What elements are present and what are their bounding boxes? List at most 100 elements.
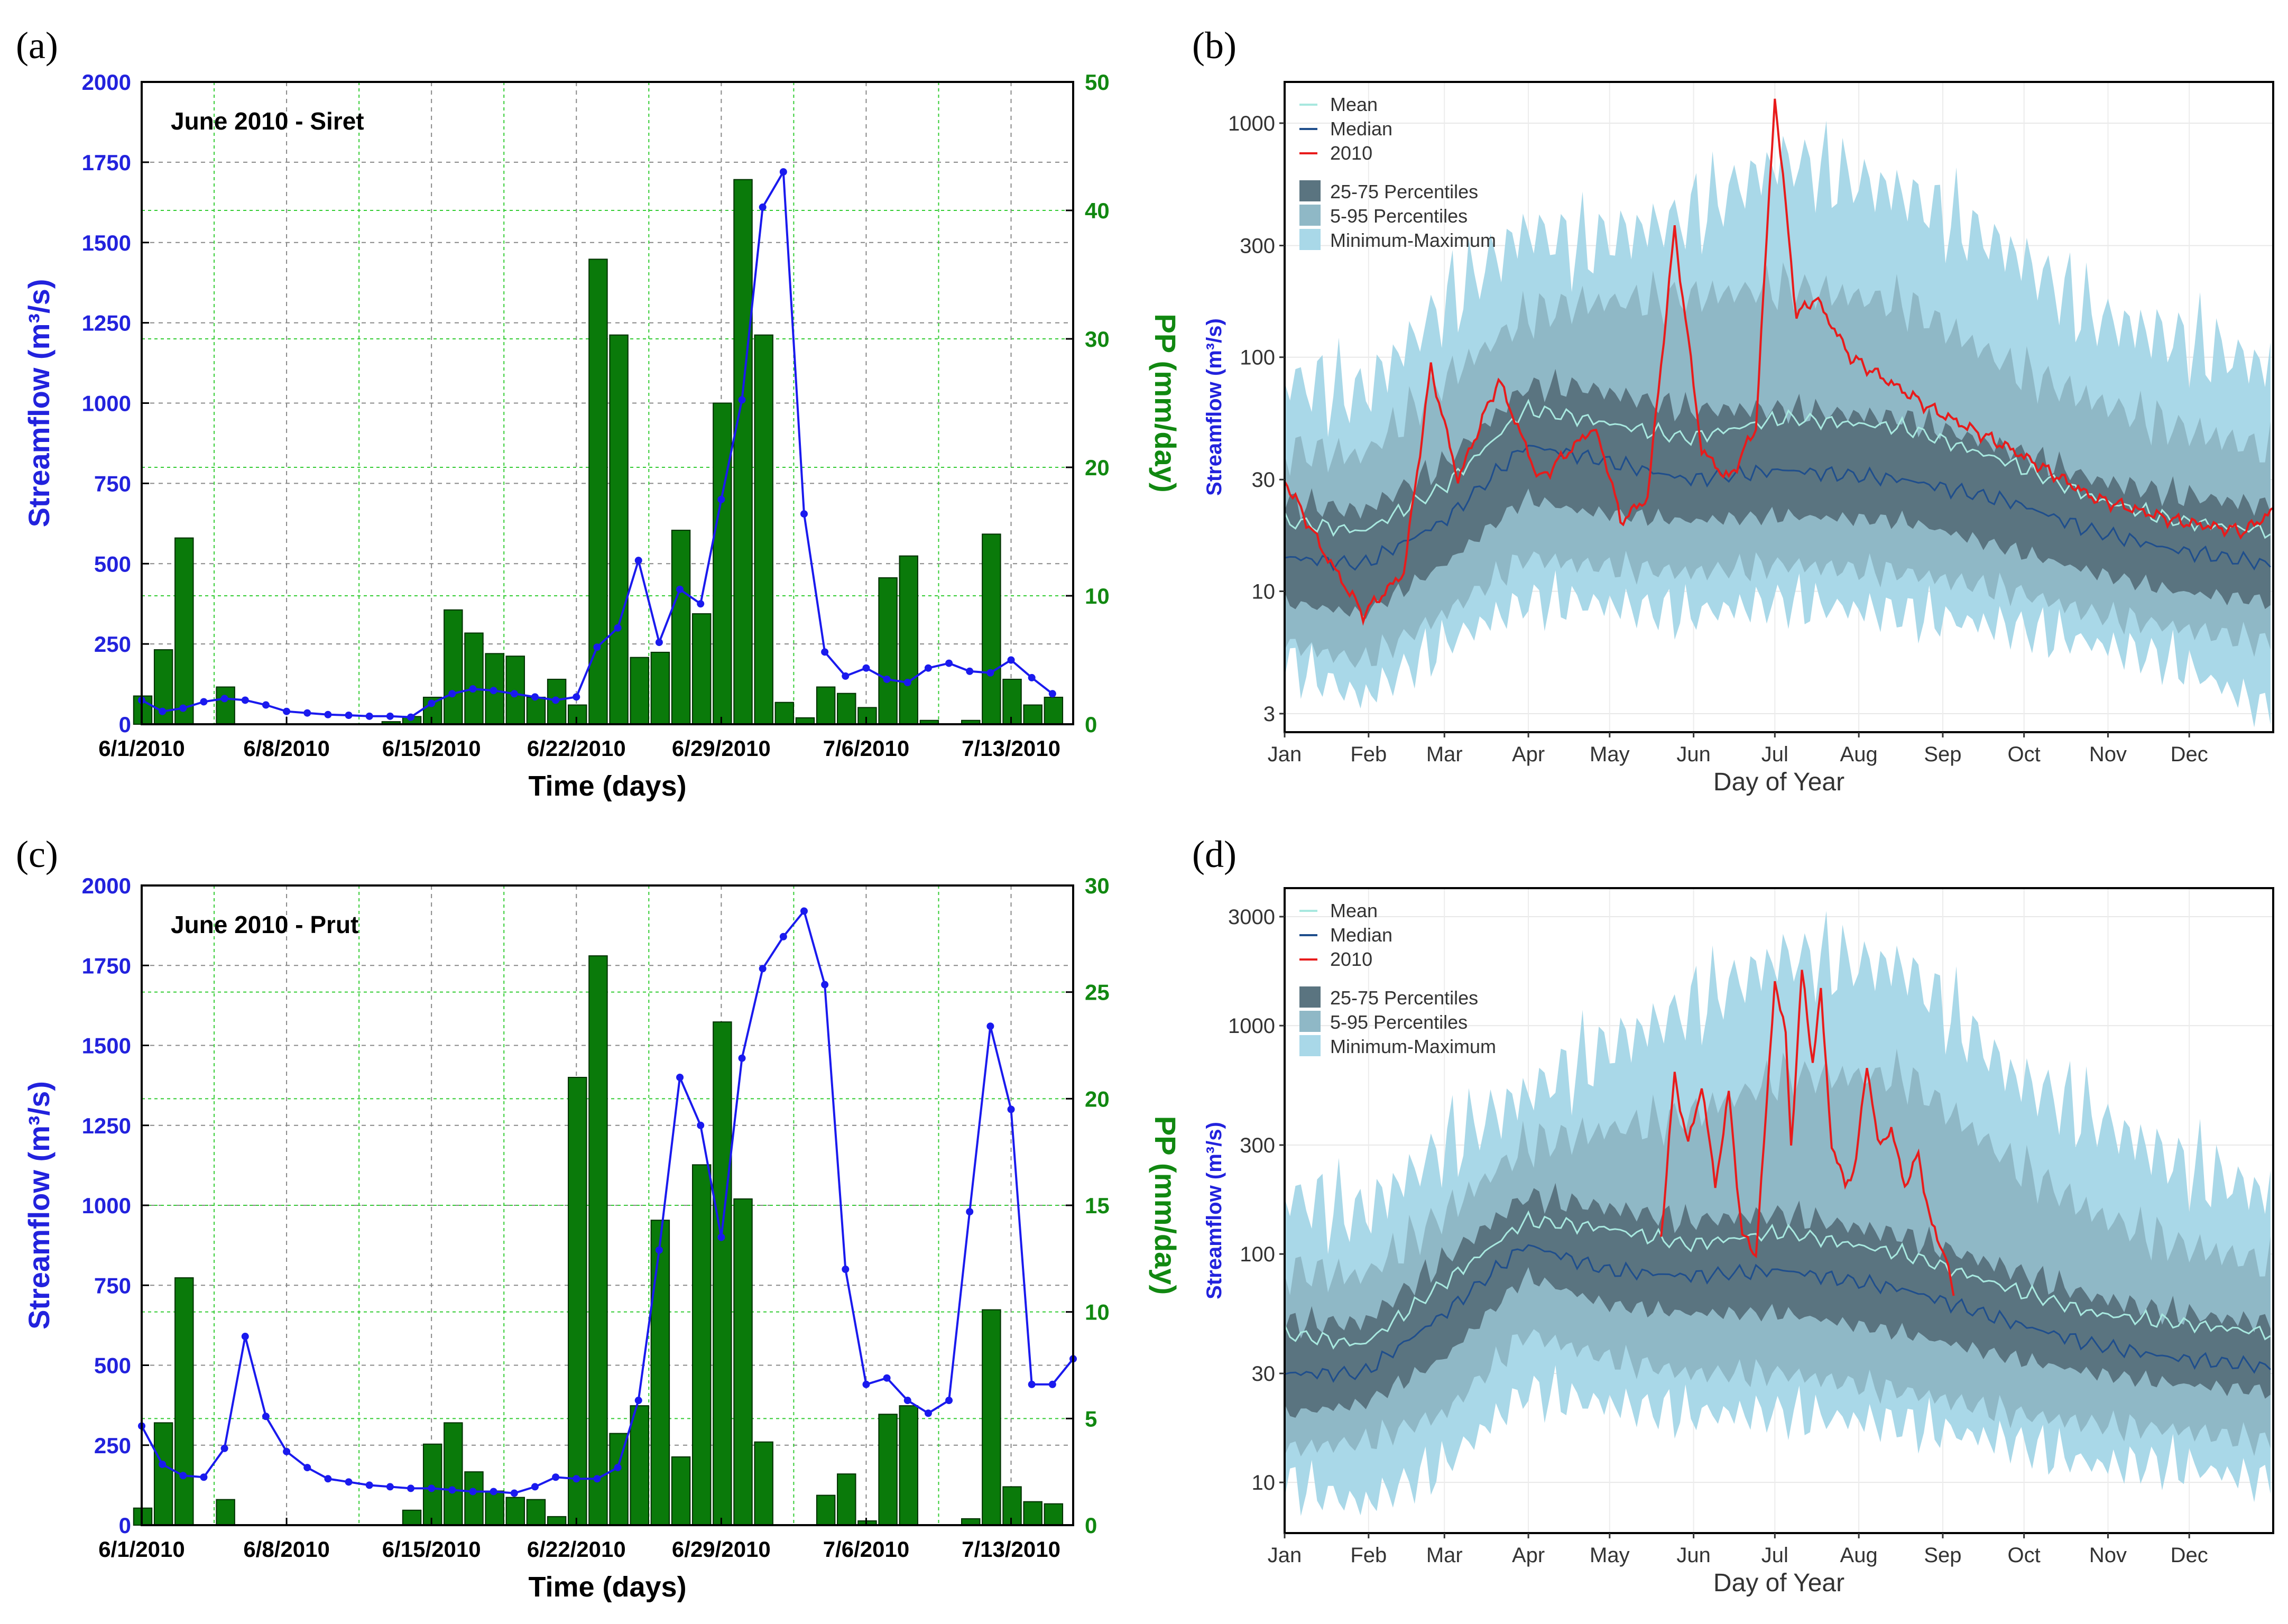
streamflow-point bbox=[510, 1489, 518, 1497]
precip-bar bbox=[422, 1443, 442, 1526]
x-tick-label: Jun bbox=[1676, 743, 1711, 766]
y-tick-label-right: 50 bbox=[1085, 70, 1110, 95]
streamflow-point bbox=[220, 695, 228, 703]
streamflow-point bbox=[428, 1484, 436, 1492]
x-tick-label: Jan bbox=[1268, 1544, 1302, 1567]
chart-a: 0 250 500 750 1000 1250 1500 1750 2000 0 10 20 30 40 5… bbox=[22, 70, 1182, 802]
streamflow-point bbox=[924, 664, 932, 672]
streamflow-point bbox=[821, 648, 829, 656]
y-tick-label-left: 1750 bbox=[82, 953, 131, 978]
x-tick-label: Jul bbox=[1761, 743, 1788, 766]
streamflow-point bbox=[924, 1409, 932, 1417]
streamflow-point bbox=[593, 643, 601, 651]
streamflow-point bbox=[448, 690, 456, 698]
x-axis-label: Time (days) bbox=[528, 770, 686, 802]
streamflow-point bbox=[573, 1475, 580, 1483]
x-tick-label: Apr bbox=[1512, 743, 1545, 766]
streamflow-point bbox=[738, 396, 746, 404]
x-tick-label: 6/22/2010 bbox=[527, 736, 626, 761]
x-tick-label: 6/29/2010 bbox=[672, 1537, 771, 1562]
precip-bar bbox=[568, 1077, 587, 1526]
x-tick-label: Dec bbox=[2171, 743, 2208, 766]
streamflow-point bbox=[365, 1481, 373, 1489]
precip-bar bbox=[174, 1277, 194, 1526]
legend-label: Mean bbox=[1330, 900, 1378, 921]
precip-bar bbox=[857, 707, 877, 725]
y-tick-label: 3000 bbox=[1228, 906, 1275, 929]
y-axis-label-right: PP (mm/day) bbox=[1149, 313, 1182, 492]
precip-bar bbox=[174, 537, 194, 725]
x-tick-label: Dec bbox=[2171, 1544, 2208, 1567]
y-tick-label-left: 0 bbox=[119, 712, 131, 737]
x-tick-label: Sep bbox=[1924, 1544, 1961, 1567]
legend-band-swatch bbox=[1299, 180, 1321, 201]
x-tick-label: Nov bbox=[2089, 743, 2127, 766]
y-tick-label-left: 750 bbox=[94, 1273, 131, 1298]
y-tick-label-left: 1500 bbox=[82, 1034, 131, 1058]
precip-bar bbox=[754, 334, 773, 725]
streamflow-point bbox=[883, 675, 891, 683]
precip-bar bbox=[568, 704, 587, 725]
streamflow-point bbox=[717, 1233, 725, 1241]
x-axis-label: Time (days) bbox=[528, 1571, 686, 1603]
legend-band-swatch bbox=[1299, 1011, 1321, 1032]
precip-bar bbox=[609, 1433, 629, 1526]
x-tick-label: Feb bbox=[1350, 743, 1387, 766]
streamflow-line bbox=[141, 909, 1074, 1494]
streamflow-point bbox=[324, 1475, 332, 1483]
streamflow-point bbox=[407, 713, 415, 721]
streamflow-point bbox=[552, 696, 560, 704]
streamflow-point bbox=[303, 1464, 311, 1472]
x-tick-label: Aug bbox=[1840, 1544, 1878, 1567]
y-tick-label: 30 bbox=[1252, 468, 1276, 492]
streamflow-point bbox=[697, 600, 705, 608]
precip-bar bbox=[982, 1309, 1001, 1526]
y-tick-label-right: 30 bbox=[1085, 873, 1110, 898]
streamflow-point bbox=[1048, 690, 1056, 698]
streamflow-point bbox=[241, 1333, 249, 1341]
precip-bar bbox=[402, 1509, 422, 1526]
precip-bar bbox=[982, 533, 1001, 725]
precip-bar bbox=[650, 1220, 670, 1526]
streamflow-point bbox=[262, 1413, 270, 1420]
streamflow-point bbox=[697, 1121, 705, 1129]
streamflow-point bbox=[634, 1397, 642, 1405]
streamflow-point bbox=[593, 1475, 601, 1483]
streamflow-point bbox=[966, 667, 974, 675]
legend-label: Minimum-Maximum bbox=[1330, 229, 1496, 251]
streamflow-point bbox=[655, 639, 663, 647]
x-tick-label: 7/13/2010 bbox=[962, 736, 1060, 761]
precip-bar bbox=[733, 179, 753, 725]
streamflow-point bbox=[903, 1397, 911, 1405]
streamflow-point bbox=[945, 1397, 953, 1405]
y-tick-label: 1000 bbox=[1228, 112, 1275, 135]
streamflow-point bbox=[469, 1488, 477, 1496]
x-tick-label: Oct bbox=[2008, 1544, 2041, 1567]
streamflow-point bbox=[345, 1478, 353, 1486]
x-tick-label: Oct bbox=[2008, 743, 2041, 766]
y-tick-label-right: 30 bbox=[1085, 327, 1110, 352]
y-tick-label: 1000 bbox=[1228, 1014, 1275, 1038]
precip-bar bbox=[816, 686, 836, 725]
streamflow-point bbox=[510, 690, 518, 698]
plot-frame bbox=[1284, 887, 2274, 1534]
streamflow-point bbox=[324, 710, 332, 718]
precip-bar bbox=[878, 1414, 898, 1526]
precip-bar bbox=[671, 1456, 691, 1526]
streamflow-point bbox=[676, 585, 684, 593]
streamflow-point bbox=[241, 696, 249, 704]
precip-bar bbox=[464, 632, 484, 725]
x-tick-label: 6/15/2010 bbox=[382, 736, 481, 761]
precip-bar bbox=[505, 1497, 525, 1526]
x-tick-label: 6/1/2010 bbox=[98, 1537, 185, 1562]
y-tick-label-right: 15 bbox=[1085, 1193, 1110, 1218]
streamflow-point bbox=[407, 1484, 415, 1492]
y-tick-label-left: 1000 bbox=[82, 1193, 131, 1218]
y-axis-label-left: Streamflow (m³/s) bbox=[22, 279, 56, 528]
y-tick-label-right: 10 bbox=[1085, 1300, 1110, 1325]
streamflow-point bbox=[200, 1473, 208, 1481]
chart-c: 0 250 500 750 1000 1250 1500 1750 2000 0 5 10 15 20 25… bbox=[22, 873, 1182, 1603]
streamflow-point bbox=[1028, 673, 1036, 681]
streamflow-point bbox=[179, 704, 187, 712]
x-tick-label: May bbox=[1590, 743, 1630, 766]
